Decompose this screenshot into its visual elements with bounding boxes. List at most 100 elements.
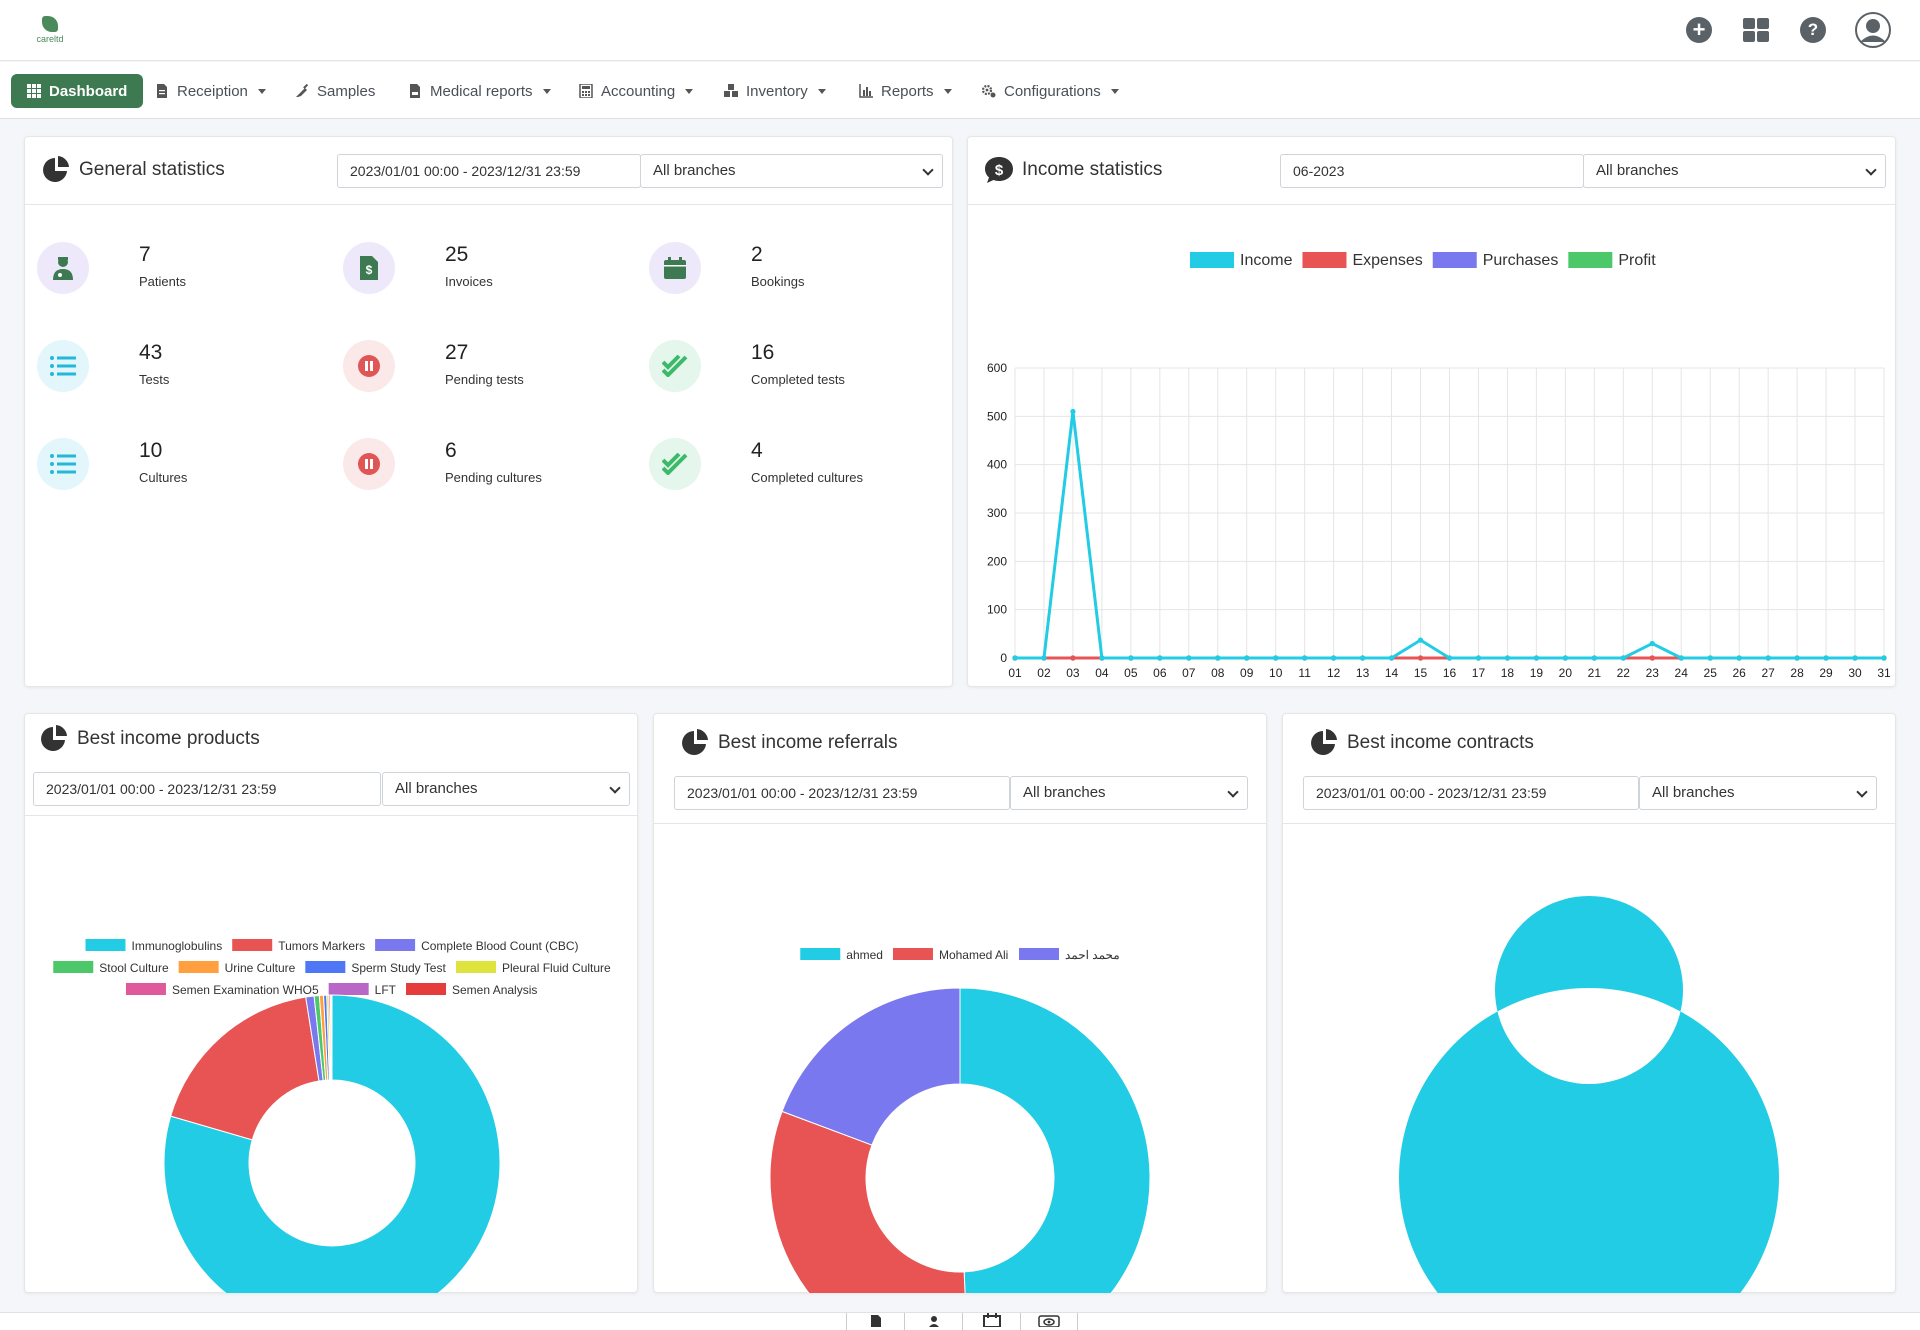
branch-select-value: All branches — [1023, 784, 1106, 801]
legend-swatch — [1432, 252, 1477, 268]
boxes-icon — [724, 84, 738, 97]
nav-accounting[interactable]: Accounting — [569, 74, 703, 108]
legend-swatch — [125, 983, 166, 995]
stat-value: 27 — [445, 341, 469, 364]
card-header: Best income products 2023/01/01 00:00 - … — [25, 714, 637, 816]
legend-label: Purchases — [1483, 252, 1559, 269]
x-tick-label: 19 — [1530, 666, 1544, 680]
nav-samples[interactable]: Samples — [285, 74, 385, 108]
x-tick-label: 01 — [1008, 666, 1022, 680]
data-point — [1417, 637, 1424, 643]
branch-select[interactable]: All branches — [1583, 154, 1886, 188]
legend-label: محمد احمد — [1065, 948, 1120, 962]
legend-label: Semen Examination WHO5 — [172, 983, 319, 997]
chevron-down-icon — [1865, 164, 1877, 176]
eye-icon[interactable] — [1020, 1313, 1078, 1330]
nav-medical-reports[interactable]: Medical reports — [398, 74, 561, 108]
legend-label: Immunoglobulins — [131, 939, 222, 953]
user-icon[interactable] — [904, 1313, 962, 1330]
chevron-down-icon — [817, 88, 826, 94]
branch-select-value: All branches — [1652, 784, 1735, 801]
svg-text:$: $ — [995, 162, 1004, 179]
nav-inventory-label: Inventory — [746, 82, 808, 100]
card-title: General statistics — [41, 155, 225, 185]
stat-label: Pending cultures — [445, 470, 542, 485]
legend-label: Complete Blood Count (CBC) — [421, 939, 578, 953]
data-point — [1591, 655, 1597, 661]
nav-dashboard-label: Dashboard — [49, 82, 128, 100]
data-point — [1533, 655, 1539, 661]
data-point — [1765, 655, 1771, 661]
stat-label: Tests — [139, 372, 170, 387]
legend-swatch — [1190, 252, 1234, 268]
data-point — [1446, 655, 1453, 661]
calendar-icon[interactable] — [962, 1313, 1020, 1330]
stat-label: Bookings — [751, 274, 805, 289]
nav-reports[interactable]: Reports — [849, 74, 962, 108]
x-tick-label: 25 — [1704, 666, 1718, 680]
chevron-down-icon — [922, 164, 934, 176]
calendar-icon — [649, 242, 701, 294]
x-tick-label: 09 — [1240, 666, 1254, 680]
x-tick-label: 05 — [1124, 666, 1138, 680]
legend-swatch — [1568, 252, 1613, 268]
card-header: Best income referrals 2023/01/01 00:00 -… — [654, 714, 1266, 824]
date-range-input[interactable]: 2023/01/01 00:00 - 2023/12/31 23:59 — [33, 772, 381, 806]
list-icon — [37, 438, 89, 490]
pie-chart-icon — [1311, 729, 1337, 755]
branch-select[interactable]: All branches — [382, 772, 630, 806]
stat-value: 43 — [139, 341, 163, 364]
income-statistics-title: Income statistics — [1022, 159, 1163, 180]
invoice-icon: $ — [343, 242, 395, 294]
check-double-icon — [649, 438, 701, 490]
app-logo[interactable]: careltd — [34, 12, 66, 48]
syringe-icon — [296, 84, 309, 97]
y-tick-label: 600 — [987, 361, 1007, 375]
stat-bookings: 2 Bookings — [649, 242, 949, 302]
legend-label: Pleural Fluid Culture — [502, 961, 611, 975]
y-tick-label: 400 — [987, 458, 1007, 472]
branch-select[interactable]: All branches — [640, 154, 943, 188]
legend-swatch — [305, 961, 346, 973]
data-point — [1475, 655, 1482, 661]
x-tick-label: 20 — [1559, 666, 1573, 680]
plus-circle-icon[interactable]: + — [1684, 15, 1714, 45]
top-header: careltd + ? — [0, 0, 1920, 61]
best-income-referrals-title: Best income referrals — [718, 732, 898, 753]
nav-dashboard[interactable]: Dashboard — [11, 74, 144, 108]
date-range-input[interactable]: 2023/01/01 00:00 - 2023/12/31 23:59 — [337, 154, 641, 188]
stat-value: 16 — [751, 341, 775, 364]
best-income-products-card: Best income products 2023/01/01 00:00 - … — [24, 713, 638, 1293]
pie-chart-icon — [41, 725, 67, 751]
apps-grid-icon[interactable] — [1741, 15, 1771, 45]
stat-label: Pending tests — [445, 372, 524, 387]
date-range-input[interactable]: 2023/01/01 00:00 - 2023/12/31 23:59 — [1303, 776, 1639, 810]
user-avatar-icon[interactable] — [1855, 12, 1891, 48]
legend-swatch — [53, 961, 94, 973]
data-point — [1157, 655, 1163, 661]
nav-receiption-label: Receiption — [177, 82, 248, 100]
chevron-down-icon — [1227, 786, 1239, 798]
data-point — [1215, 655, 1221, 661]
legend-swatch — [892, 948, 933, 960]
date-range-input[interactable]: 2023/01/01 00:00 - 2023/12/31 23:59 — [674, 776, 1010, 810]
nav-configurations[interactable]: Configurations — [972, 74, 1129, 108]
branch-select[interactable]: All branches — [1010, 776, 1248, 810]
data-point — [1360, 655, 1366, 661]
nav-inventory[interactable]: Inventory — [714, 74, 836, 108]
x-tick-label: 23 — [1646, 666, 1660, 680]
data-point — [1794, 655, 1800, 661]
branch-select[interactable]: All branches — [1639, 776, 1877, 810]
help-icon[interactable]: ? — [1798, 15, 1828, 45]
pie-chart-icon — [43, 156, 69, 182]
month-input[interactable]: 06-2023 — [1280, 154, 1584, 188]
nav-receiption[interactable]: Receiption — [145, 74, 276, 108]
legend-label: ahmed — [846, 948, 883, 962]
chevron-down-icon — [1110, 88, 1119, 94]
legend-swatch — [406, 983, 447, 995]
stat-pending-tests: 27 Pending tests — [343, 340, 643, 400]
report-icon[interactable] — [846, 1313, 904, 1330]
legend-swatch — [800, 948, 841, 960]
x-tick-label: 10 — [1269, 666, 1283, 680]
pause-icon — [343, 438, 395, 490]
